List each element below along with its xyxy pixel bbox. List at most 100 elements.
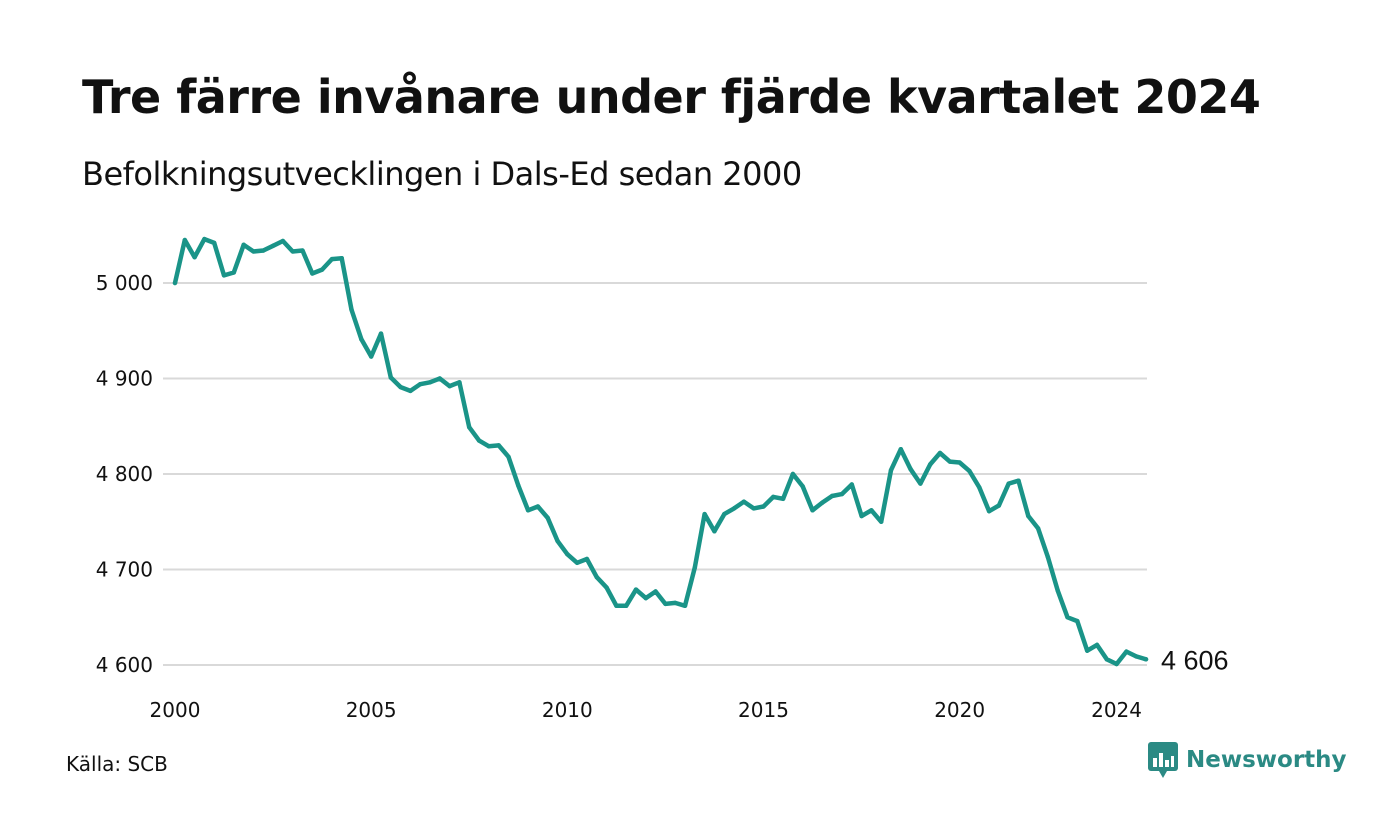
data-point [251,249,256,254]
data-point [1035,526,1041,531]
data-point [310,271,315,276]
data-point [702,511,707,517]
data-point [1065,615,1070,620]
data-point [1055,588,1060,593]
y-tick-label: 4 700 [96,558,153,582]
data-point [977,485,982,490]
data-point [300,248,305,253]
data-point [663,601,668,607]
data-point [996,503,1002,508]
x-tick-label: 2024 [1091,698,1142,722]
data-point [692,565,698,570]
data-point [319,267,325,272]
data-point [172,280,178,286]
data-point [594,574,599,580]
y-tick-label: 4 600 [96,653,153,677]
data-point [849,482,854,487]
data-point [1006,481,1011,486]
data-point [751,506,756,511]
data-point [947,459,953,464]
y-tick-label: 4 800 [96,462,153,486]
data-point [1143,657,1149,662]
data-point [574,560,580,566]
data-point [741,499,747,504]
data-point [418,382,423,387]
data-point [1114,661,1119,667]
data-point [604,585,609,590]
data-point [731,506,737,511]
data-point [535,504,541,509]
data-point [192,255,197,260]
data-point [584,556,590,562]
data-point [712,529,717,534]
x-axis-ticks: 2000 2005 2010 2015 2020 2024 [150,698,1142,722]
data-point [1084,648,1090,653]
data-point [329,256,335,262]
data-point [790,471,796,477]
data-point [682,603,688,608]
data-point [918,481,923,486]
data-point [1045,554,1051,560]
data-point [486,444,492,449]
y-axis-ticks: 4 600 4 700 4 800 4 900 5 000 [96,271,153,677]
data-point [202,236,207,242]
data-point [878,519,884,524]
data-point [722,511,727,517]
data-point [359,337,364,342]
data-point [810,508,815,513]
x-tick-label: 2020 [934,698,985,722]
data-point [1026,513,1031,519]
data-point [398,384,403,390]
data-point [623,603,629,608]
series-layer [172,236,1149,667]
data-points [172,236,1149,667]
data-point [633,587,639,592]
data-point [368,354,374,359]
data-point [496,443,501,448]
data-point [888,467,894,473]
gridlines [163,282,1147,666]
data-point [290,249,295,254]
chart-subtitle: Befolkningsutvecklingen i Dals-Ed sedan … [82,155,802,193]
data-point [349,307,354,312]
data-point [986,509,992,514]
data-point [476,438,482,443]
data-point [1104,657,1109,662]
data-point [967,468,972,474]
data-point [565,552,570,557]
data-point [408,388,413,394]
data-point [545,515,550,521]
data-point [1094,642,1100,648]
x-tick-label: 2005 [346,698,397,722]
data-point [937,450,943,456]
x-tick-label: 2015 [738,698,789,722]
data-point [780,496,786,502]
data-point [761,504,766,509]
data-point [212,240,217,246]
data-point [673,600,678,606]
data-point [957,460,962,465]
data-point [829,493,835,499]
data-point [516,483,521,488]
data-point [1016,478,1021,483]
data-point [339,255,344,261]
y-tick-label: 4 900 [96,367,153,391]
data-point [839,491,845,497]
data-point [378,331,384,336]
data-point [1075,618,1080,624]
data-point [388,375,393,380]
brand-name: Newsworthy [1186,747,1347,773]
data-point [447,383,452,389]
data-point [280,238,286,244]
data-point [1124,649,1129,654]
data-point [614,603,619,608]
data-point [1133,654,1139,659]
data-point [182,237,188,243]
newsworthy-chart-bubble-icon [1148,742,1178,778]
source-note: Källa: SCB [66,752,168,776]
x-tick-label: 2010 [542,698,593,722]
data-point [437,376,443,381]
data-point [653,589,658,594]
data-point [859,513,864,519]
